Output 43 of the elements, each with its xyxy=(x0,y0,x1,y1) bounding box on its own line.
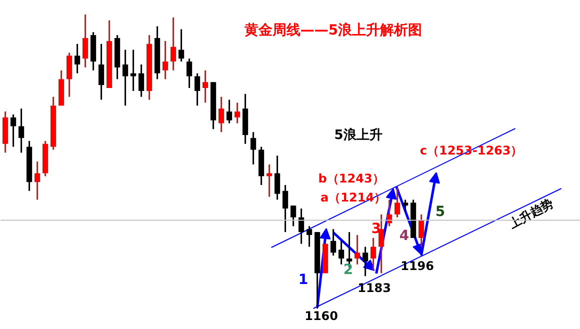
candlestick xyxy=(378,214,384,274)
candlestick xyxy=(122,49,128,106)
candlestick xyxy=(178,28,184,62)
candlestick xyxy=(290,204,296,227)
candlestick xyxy=(74,43,80,74)
candlestick xyxy=(34,160,40,200)
annotation: 1196 xyxy=(400,259,434,273)
candlestick xyxy=(234,102,240,124)
candlestick xyxy=(194,72,200,106)
candlestick xyxy=(218,96,224,133)
candlestick xyxy=(370,237,376,272)
candlestick xyxy=(98,43,104,101)
candlestick xyxy=(362,246,368,277)
annotation: 1 xyxy=(298,272,308,288)
candlestick xyxy=(354,234,360,266)
candlestick xyxy=(186,58,192,89)
candlestick xyxy=(138,64,144,98)
candlestick xyxy=(418,214,424,248)
annotation: 5浪上升 xyxy=(334,127,382,143)
candlestick xyxy=(226,99,232,124)
candlestick xyxy=(402,198,408,212)
annotation: b（1243） xyxy=(318,172,384,186)
annotation: 2 xyxy=(343,262,354,278)
candlestick xyxy=(338,240,344,266)
candlestick xyxy=(274,154,280,200)
text: 黄金周线——5浪上升解析图 xyxy=(243,22,422,38)
text: 5 xyxy=(435,204,446,220)
candlestick xyxy=(298,208,304,245)
candlestick xyxy=(250,131,256,166)
candlestick xyxy=(202,70,208,104)
candlestick xyxy=(394,187,400,218)
annotation: 1183 xyxy=(358,281,392,295)
candlestick xyxy=(66,52,72,98)
candlestick xyxy=(18,108,24,154)
candlestick xyxy=(170,16,176,72)
candlestick xyxy=(282,184,288,233)
text: 1160 xyxy=(304,309,338,323)
candlestick xyxy=(82,14,88,68)
candlestick xyxy=(10,114,16,148)
candlestick xyxy=(306,225,312,248)
candlestick xyxy=(330,228,336,256)
candlestick xyxy=(162,40,168,80)
annotation: 4 xyxy=(399,228,410,244)
